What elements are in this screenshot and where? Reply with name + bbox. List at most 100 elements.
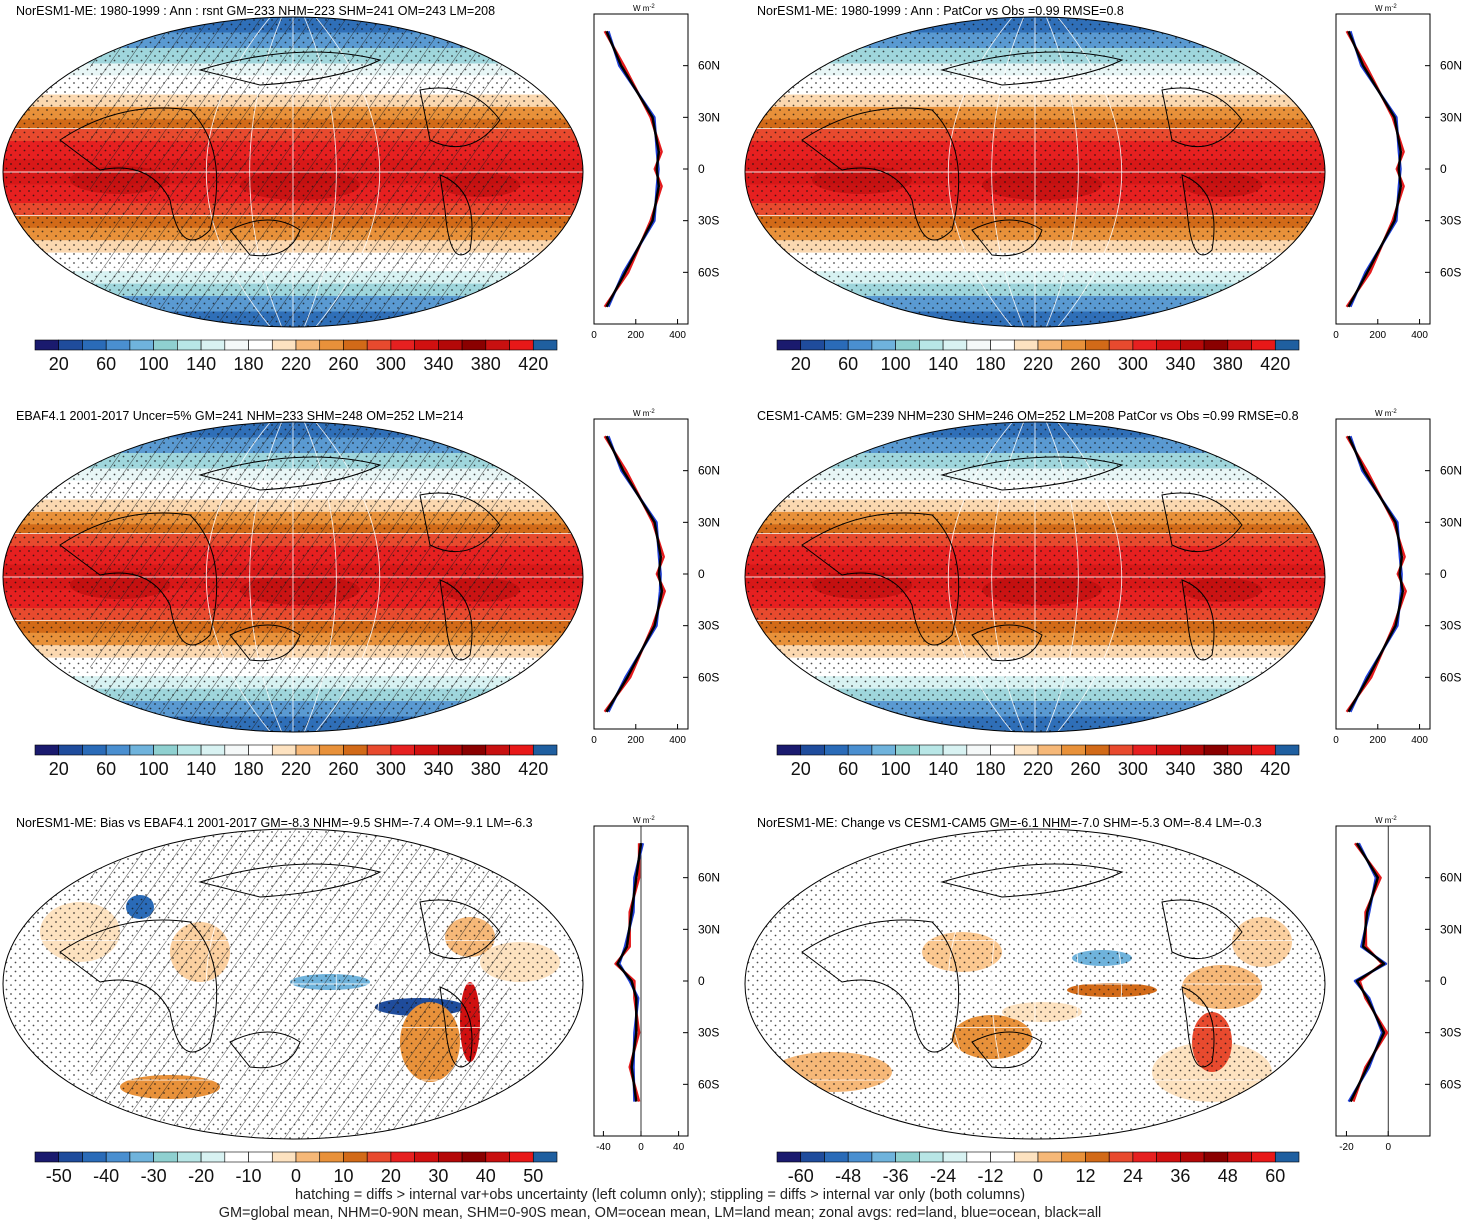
colorbar-swatch xyxy=(485,339,510,351)
colorbar-label: 50 xyxy=(523,1166,543,1186)
panel-title: CESM1-CAM5: GM=239 NHM=230 SHM=246 OM=25… xyxy=(757,409,1299,423)
coastline xyxy=(1181,174,1215,256)
panel-title: EBAF4.1 2001-2017 Uncer=5% GM=241 NHM=23… xyxy=(16,409,464,423)
colorbar-swatch xyxy=(800,339,825,351)
colorbar-label: -24 xyxy=(930,1166,956,1186)
lat-label: 60N xyxy=(698,464,720,478)
zonal-mean-plot: W m-2 60N 30N 0 30S 60S 0 200 400 xyxy=(1333,409,1462,746)
map-field xyxy=(3,17,583,327)
lat-label: 60N xyxy=(698,871,720,885)
lat-label: 60S xyxy=(698,1077,719,1091)
colorbar-label: 48 xyxy=(1218,1166,1238,1186)
x-tick-label: 0 xyxy=(591,735,597,746)
colorbar-swatch xyxy=(248,339,273,351)
colorbar-label: 0 xyxy=(1033,1166,1043,1186)
colorbar-swatch xyxy=(895,744,920,756)
colorbar-swatch xyxy=(295,744,321,756)
panel-svg: 20 60 100 140 180 220 260 300 340 380 420 W m-2 60N 3… xyxy=(2,409,720,779)
colorbar-label: 300 xyxy=(1118,759,1148,779)
longitude-line xyxy=(303,829,337,1139)
colorbar-swatch xyxy=(824,1151,849,1163)
map-outline xyxy=(2,16,584,328)
colorbar-swatch xyxy=(105,744,131,756)
colorbar-swatch xyxy=(1085,1151,1110,1163)
colorbar-swatch xyxy=(1013,744,1039,756)
longitude-line xyxy=(205,422,271,732)
panel-title: NorESM1-ME: Change vs CESM1-CAM5 GM=-6.1… xyxy=(757,816,1262,830)
colorbar-swatch xyxy=(776,339,802,351)
zonal-frame xyxy=(593,13,689,325)
longitude-line xyxy=(1057,829,1123,1139)
colorbar-label: 30 xyxy=(428,1166,448,1186)
colorbar-swatch xyxy=(919,339,944,351)
lat-label: 30N xyxy=(1440,922,1462,936)
lat-label: 30N xyxy=(698,110,720,124)
colorbar-label: -10 xyxy=(236,1166,262,1186)
panel-p3: 20 60 100 140 180 220 260 300 340 380 420 W m-2 60N 3… xyxy=(0,405,742,810)
colorbar-label: 60 xyxy=(96,354,116,374)
colorbar-swatch xyxy=(1037,744,1063,756)
colorbar-swatch xyxy=(1274,744,1300,756)
coastline xyxy=(419,492,501,553)
colorbar-swatch xyxy=(34,744,60,756)
colorbar-label: 340 xyxy=(1165,354,1195,374)
colorbar-label: -50 xyxy=(46,1166,72,1186)
colorbar-label: -48 xyxy=(835,1166,861,1186)
colorbar-swatch xyxy=(438,1151,463,1163)
colorbar-swatch xyxy=(1085,339,1110,351)
colorbar-label: 20 xyxy=(49,354,69,374)
colorbar: 20 60 100 140 180 220 260 300 340 380 420 xyxy=(776,339,1300,374)
longitude-line xyxy=(991,829,1025,1139)
x-tick-label: 400 xyxy=(1411,735,1428,746)
colorbar-swatch xyxy=(990,744,1015,756)
colorbar-swatch xyxy=(509,339,534,351)
colorbar-swatch xyxy=(532,1151,558,1163)
colorbar-swatch xyxy=(343,744,368,756)
colorbar-swatch xyxy=(532,339,558,351)
colorbar-label: 420 xyxy=(1260,354,1290,374)
colorbar-swatch xyxy=(153,339,178,351)
colorbar-swatch xyxy=(271,744,297,756)
colorbar-swatch xyxy=(390,1151,415,1163)
colorbar-swatch xyxy=(776,1151,802,1163)
lat-label: 60N xyxy=(698,59,720,73)
coastline xyxy=(419,87,501,148)
colorbar-swatch xyxy=(438,339,463,351)
zonal-mean-plot: W m-2 60N 30N 0 30S 60S 0 200 400 xyxy=(591,409,720,746)
colorbar-label: 260 xyxy=(328,759,358,779)
colorbar-swatch xyxy=(871,744,896,756)
coastline xyxy=(940,51,1124,86)
colorbar-swatch xyxy=(1274,339,1300,351)
zonal-all-line xyxy=(616,843,643,1102)
colorbar-label: 300 xyxy=(376,759,406,779)
colorbar-swatch xyxy=(200,744,226,756)
colorbar-label: -60 xyxy=(788,1166,814,1186)
lat-label: 60S xyxy=(698,265,719,279)
longitude-line xyxy=(1045,422,1079,732)
colorbar-swatch xyxy=(414,1151,439,1163)
colorbar: -60 -48 -36 -24 -12 0 12 24 36 48 60 xyxy=(776,1151,1300,1186)
colorbar-swatch xyxy=(847,1151,873,1163)
colorbar-swatch xyxy=(966,1151,991,1163)
colorbar-label: 20 xyxy=(49,759,69,779)
lat-label: 60S xyxy=(698,670,719,684)
colorbar-swatch xyxy=(942,744,968,756)
x-tick-label: -20 xyxy=(1339,1142,1354,1153)
colorbar-label: 20 xyxy=(791,759,811,779)
x-tick-label: 0 xyxy=(1385,1142,1391,1153)
coastline xyxy=(940,863,1124,898)
colorbar-swatch xyxy=(1203,339,1229,351)
colorbar-swatch xyxy=(1061,339,1086,351)
colorbar-swatch xyxy=(509,1151,534,1163)
map-outline xyxy=(744,421,1326,733)
colorbar-swatch xyxy=(990,1151,1015,1163)
colorbar-swatch xyxy=(58,1151,83,1163)
lat-label: 30S xyxy=(1440,1026,1461,1040)
zonal-frame xyxy=(593,418,689,730)
colorbar-swatch xyxy=(895,339,920,351)
colorbar-label: 260 xyxy=(1070,354,1100,374)
colorbar-label: 260 xyxy=(1070,759,1100,779)
colorbar-swatch xyxy=(485,1151,510,1163)
colorbar-label: 420 xyxy=(518,759,548,779)
longitude-line xyxy=(991,422,1025,732)
